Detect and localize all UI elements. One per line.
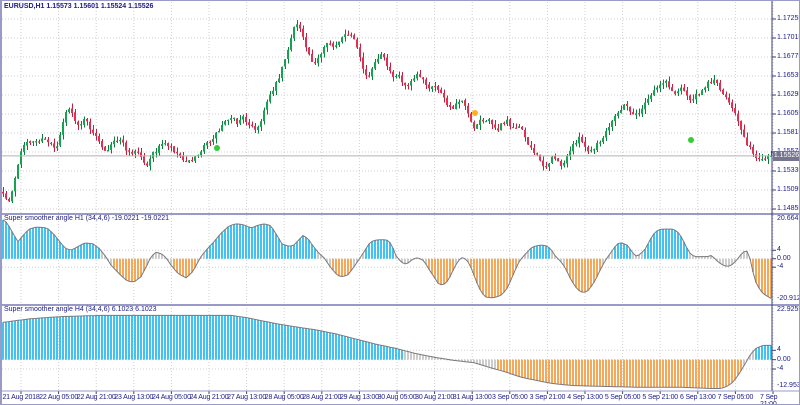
price-axis-label: 1.16775 (777, 53, 800, 60)
time-axis-label: 30 Aug 21:00 (415, 394, 455, 401)
time-axis-label: 23 Aug 13:00 (114, 394, 154, 401)
time-axis-label: 3 Sep 21:00 (529, 394, 566, 401)
time-axis-label: 29 Aug 13:00 (339, 394, 379, 401)
price-axis-label: 1.15815 (777, 129, 800, 136)
time-axis-label: 5 Sep 05:00 (604, 394, 641, 401)
indicator-level-label: 0.00 (777, 254, 791, 262)
indicator-level-label: -4 (777, 365, 784, 373)
indicator-level-label: 4 (777, 246, 781, 254)
time-axis-label: 27 Aug 13:00 (227, 394, 267, 401)
time-axis-label: 7 Sep 05:00 (717, 394, 754, 401)
time-axis-label: 24 Aug 05:00 (151, 394, 191, 401)
time-axis-label: 7 Sep 21:00 (760, 394, 778, 405)
time-axis-label: 3 Sep 05:00 (492, 394, 528, 401)
price-axis-label: 1.16295 (777, 91, 800, 98)
price-axis-label: 1.16535 (777, 72, 800, 79)
price-axis-label: 1.16055 (777, 110, 800, 117)
time-axis-label: 5 Sep 21:00 (642, 394, 678, 401)
indicator-level-label: 0.00 (777, 355, 791, 363)
time-axis-label: 31 Aug 13:00 (452, 394, 492, 401)
indicator-level-label: 20.6641 (777, 215, 800, 222)
time-axis-label: 28 Aug 21:00 (302, 394, 342, 401)
price-axis-label: 1.15095 (777, 186, 800, 193)
time-axis-label: 22 Aug 21:00 (76, 394, 116, 401)
time-axis-label: 4 Sep 13:00 (567, 394, 603, 401)
signal-dot-marker (214, 145, 220, 151)
price-axis-label: 1.17015 (777, 34, 800, 41)
price-axis-label: 1.15335 (777, 167, 800, 174)
signal-dot-marker (688, 137, 694, 143)
indicator-level-label: 22.9255 (777, 306, 800, 313)
indicator-level-label: -20.912 (777, 295, 800, 302)
time-axis-label: 22 Aug 05:00 (39, 394, 79, 401)
time-axis-label: 21 Aug 2018 (2, 394, 40, 401)
time-axis-label: 28 Aug 05:00 (264, 394, 304, 401)
indicator-level-label: -4 (777, 263, 784, 271)
price-axis-label: 1.14855 (777, 205, 800, 212)
current-price-badge: 1.15526 (773, 150, 800, 161)
price-axis-label: 1.17255 (777, 15, 800, 22)
time-axis-label: 30 Aug 05:00 (377, 394, 417, 401)
time-axis-label: 6 Sep 13:00 (680, 394, 716, 401)
signal-dot-marker (472, 110, 478, 116)
time-axis-label: 24 Aug 21:00 (189, 394, 229, 401)
indicator-level-label: 4 (777, 346, 781, 354)
indicator-level-label: -12.9538 (777, 382, 799, 389)
